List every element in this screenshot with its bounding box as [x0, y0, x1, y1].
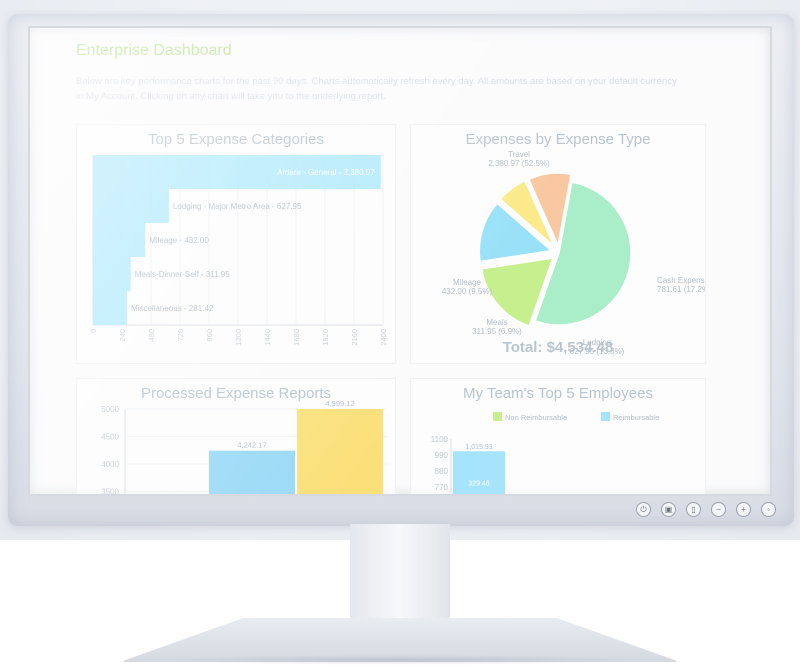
x-tick-label: 480 — [147, 329, 156, 342]
team-bar-reimbursable — [453, 451, 505, 494]
x-tick-label: 2400 — [379, 329, 388, 346]
team-top-employees-chart[interactable]: Non Reimbursable Reimbursable 1100 990 880 77… — [411, 379, 705, 494]
input-icon[interactable]: ▯ — [686, 502, 701, 517]
pie-slice-name: Mileage — [453, 278, 482, 287]
minus-icon[interactable]: − — [711, 502, 726, 517]
y-tick-label: 4500 — [101, 433, 119, 442]
auto-icon[interactable]: ◦ — [761, 502, 776, 517]
legend-label: Reimbursable — [613, 413, 659, 422]
y-tick-label: 990 — [435, 451, 449, 460]
x-tick-label: 720 — [176, 329, 185, 342]
top-expense-categories-panel[interactable]: Top 5 Expense Categories 0 240 480 720 960 12… — [76, 124, 396, 364]
x-tick-label: 1200 — [234, 329, 243, 346]
pie-slice-value: 311.95 (6.9%) — [472, 327, 522, 336]
expense-category-bar-label: Lodging - Major Metro Area - 627.95 — [173, 202, 302, 211]
x-tick-label: 2160 — [350, 329, 359, 346]
y-tick-label: 1100 — [431, 435, 449, 444]
team-top-employees-panel[interactable]: My Team's Top 5 Employees Non Reimbursab… — [410, 378, 706, 494]
monitor-controls: ⏻ ▣ ▯ − + ◦ — [636, 502, 776, 517]
y-tick-label: 5000 — [101, 405, 119, 414]
expenses-total: Total: $4,534.48 — [502, 339, 614, 356]
expense-category-bar-label: Mileage - 432.00 — [149, 236, 209, 245]
monitor-screen: Enterprise Dashboard Below are key perfo… — [30, 28, 770, 494]
expense-category-bar — [93, 291, 128, 325]
pie-slice-value: 781.61 (17.2%) — [657, 285, 705, 294]
description-line-1: Below are key performance charts for the… — [76, 76, 677, 87]
x-tick-label: 1920 — [321, 329, 330, 346]
monitor-stand-neck — [350, 524, 450, 634]
expense-category-bar-label: Meals-Dinner-Self - 311.95 — [135, 270, 231, 279]
processed-report-value-label: 4,242.17 — [237, 441, 266, 450]
y-tick-label: 4000 — [101, 460, 119, 469]
y-tick-label: 3500 — [101, 488, 119, 495]
page-title: Enterprise Dashboard — [76, 42, 232, 59]
team-bar-total-label: 1,015.93 — [465, 444, 492, 451]
x-tick-label: 240 — [118, 329, 127, 342]
top-expense-categories-chart[interactable]: 0 240 480 720 960 1200 1440 1680 1920 2160 2400 Air… — [77, 125, 395, 363]
y-tick-label: 880 — [435, 467, 449, 476]
expense-category-bar — [93, 223, 146, 257]
pie-slice-name: Cash Expense — [657, 276, 705, 285]
expense-category-bar-label: Miscellaneous - 281.42 — [131, 304, 214, 313]
pie-slice-value: 2,380.97 (52.5%) — [488, 159, 550, 168]
expense-category-bar-label: Airfare - General - 2,380.97 — [277, 168, 375, 177]
expense-category-bar — [93, 189, 169, 223]
processed-report-bar — [209, 450, 295, 494]
processed-report-value-label: 4,999.12 — [325, 399, 354, 408]
y-tick-label: 770 — [435, 483, 449, 492]
legend-label: Non Reimbursable — [505, 413, 567, 422]
power-icon[interactable]: ⏻ — [636, 502, 651, 517]
pie-slice-name: Travel — [508, 150, 530, 159]
x-tick-label: 1440 — [263, 329, 272, 346]
processed-reports-chart[interactable]: 500045004000350030004,242.174,999.12 — [77, 379, 395, 494]
pie-slice-name: Meals — [486, 318, 507, 327]
page-description: Below are key performance charts for the… — [76, 74, 726, 104]
team-bar-reimbursable-label: 329.46 — [468, 481, 490, 488]
monitor-base-shadow — [150, 655, 650, 665]
x-tick-label: 1680 — [292, 329, 301, 346]
menu-icon[interactable]: ▣ — [661, 502, 676, 517]
legend-swatch — [493, 412, 502, 421]
processed-report-bar — [297, 409, 383, 494]
description-line-2: in My Account. Clicking on any chart wil… — [76, 91, 386, 102]
x-tick-label: 960 — [205, 329, 214, 342]
expenses-by-type-panel[interactable]: Expenses by Expense Type Travel 2,380.97 … — [410, 124, 706, 364]
legend-swatch — [601, 412, 610, 421]
processed-reports-panel[interactable]: Processed Expense Reports 5000 4500 4000 35… — [76, 378, 396, 494]
x-tick-label: 0 — [89, 329, 98, 333]
expense-category-bar — [93, 257, 131, 291]
pie-slice-value: 432.00 (9.5%) — [442, 287, 493, 296]
plus-icon[interactable]: + — [736, 502, 751, 517]
